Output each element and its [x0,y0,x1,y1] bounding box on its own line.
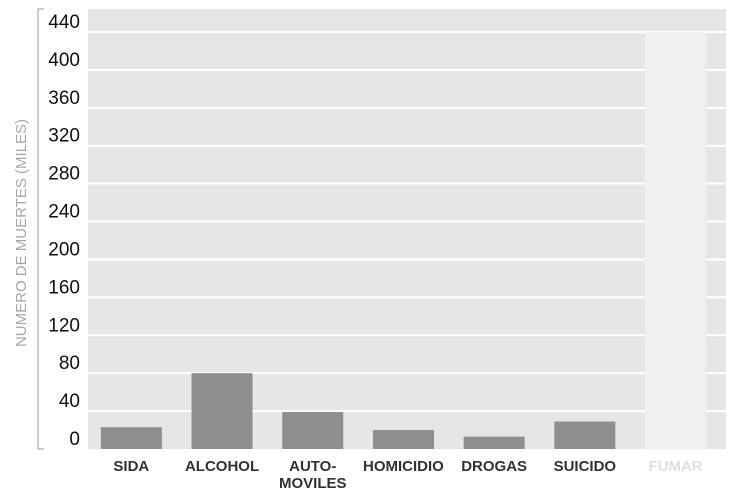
bar [372,430,434,449]
category-label: SIDA [113,458,149,475]
y-tick-label: 360 [48,88,80,109]
y-tick-label: 120 [48,315,80,336]
y-tick-labels: 0 40 80 120 160 200 240 280 320 360 400 440 [48,12,80,450]
category-labels: SIDA ALCOHOL AUTO-MOVILES HOMICIDIO DROGAS SU… [113,458,702,492]
bar [282,412,344,449]
y-tick-label: 40 [59,391,80,412]
bars [100,32,707,449]
bar [100,427,162,449]
category-label: HOMICIDIO [363,458,444,475]
y-tick-label: 0 [69,429,80,450]
y-tick-label: 320 [48,126,80,147]
bar [463,436,525,449]
category-label: FUMAR [648,458,702,475]
category-label: ALCOHOL [185,458,259,475]
category-label: AUTO- [289,458,336,475]
bar [645,32,707,449]
bar [554,421,616,449]
y-tick-label: 440 [48,12,80,33]
y-axis-bracket [37,8,44,450]
category-label: MOVILES [279,475,347,492]
y-tick-label: 280 [48,164,80,185]
plot-area [88,9,726,449]
category-label: DROGAS [461,458,527,475]
y-tick-label: 240 [48,202,80,223]
y-tick-label: 80 [59,353,80,374]
y-tick-label: 160 [48,277,80,298]
bar [191,373,253,449]
y-axis-title: NUMERO DE MUERTES (MILES) [13,119,30,347]
category-label: SUICIDO [554,458,617,475]
y-tick-label: 400 [48,50,80,71]
y-tick-label: 200 [48,239,80,260]
